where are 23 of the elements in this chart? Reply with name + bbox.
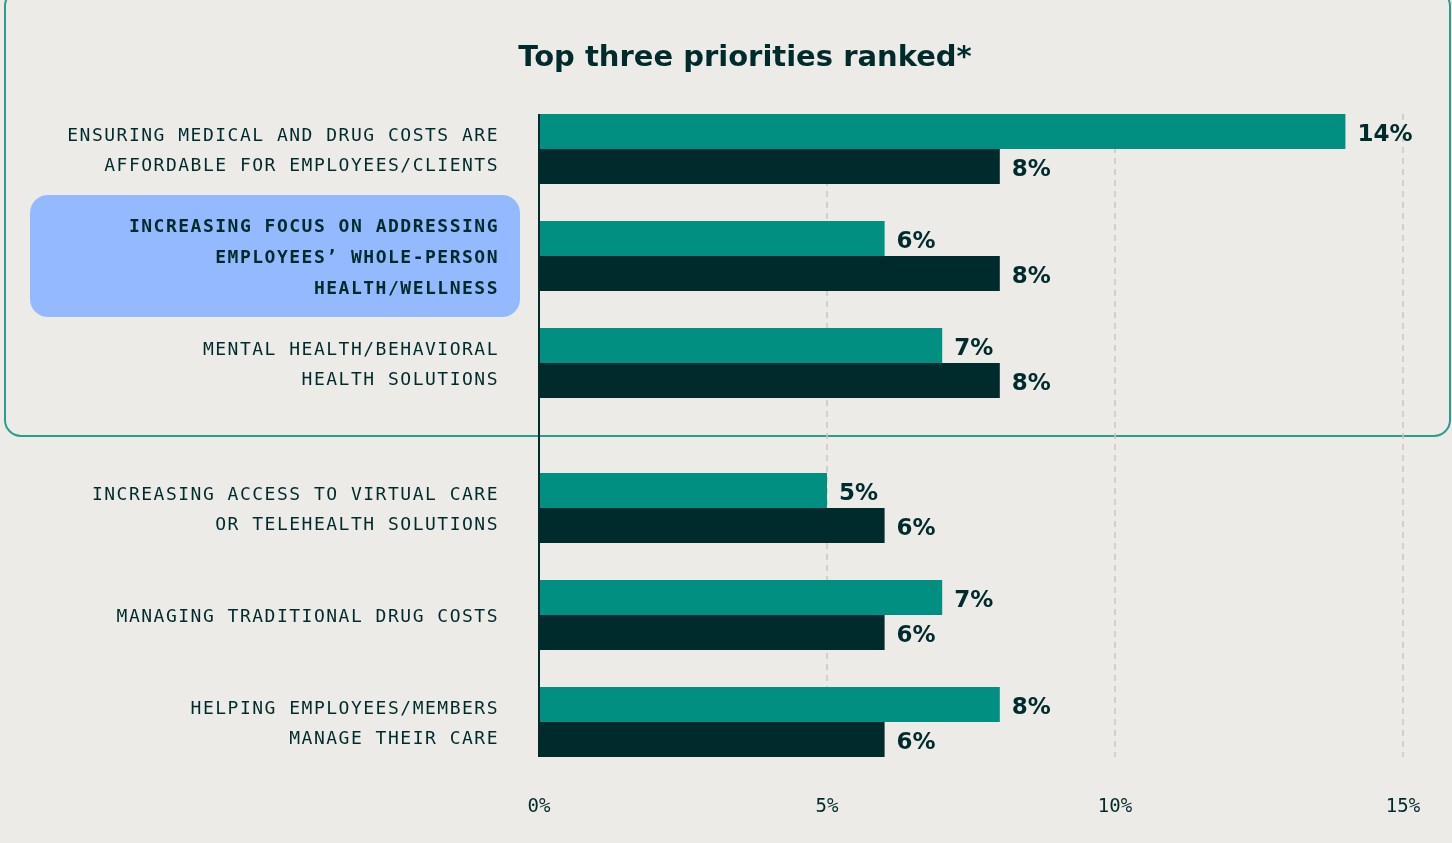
data-label: 6% xyxy=(896,226,936,253)
y-tick-label: INCREASING FOCUS ON ADDRESSING EMPLOYEES’ WHOLE-PERSON HEALTH/WELLNESS xyxy=(128,215,499,298)
y-tick-label: INCREASING ACCESS TO VIRTUAL CARE OR TELEHEALTH SOLUTIONS xyxy=(91,483,499,534)
y-tick-label: MANAGING TRADITIONAL DRUG COSTS xyxy=(116,605,499,626)
x-tick-label: 5% xyxy=(815,794,839,816)
data-label: 8% xyxy=(1011,692,1051,719)
y-tick-label: HELPING EMPLOYEES/MEMBERS MANAGE THEIR CARE xyxy=(190,697,499,748)
x-tick-label: 0% xyxy=(527,794,551,816)
data-label: 14% xyxy=(1357,119,1413,146)
x-tick-label: 15% xyxy=(1385,794,1421,816)
data-label: 8% xyxy=(1011,368,1051,395)
data-label: 6% xyxy=(896,727,936,754)
data-label: 5% xyxy=(839,478,879,505)
y-tick-label: MENTAL HEALTH/BEHAVIORAL HEALTH SOLUTIONS xyxy=(202,338,499,389)
chart-title: Top three priorities ranked* xyxy=(518,39,972,73)
data-label: 6% xyxy=(896,513,936,540)
data-label: 7% xyxy=(954,585,994,612)
data-label: 7% xyxy=(954,333,994,360)
data-label: 6% xyxy=(896,620,936,647)
data-label: 8% xyxy=(1011,154,1051,181)
data-label: 8% xyxy=(1011,261,1051,288)
x-tick-label: 10% xyxy=(1097,794,1133,816)
y-tick-label: ENSURING MEDICAL AND DRUG COSTS ARE AFFORDABLE FOR EMPLOYEES/CLIENTS xyxy=(67,124,499,175)
